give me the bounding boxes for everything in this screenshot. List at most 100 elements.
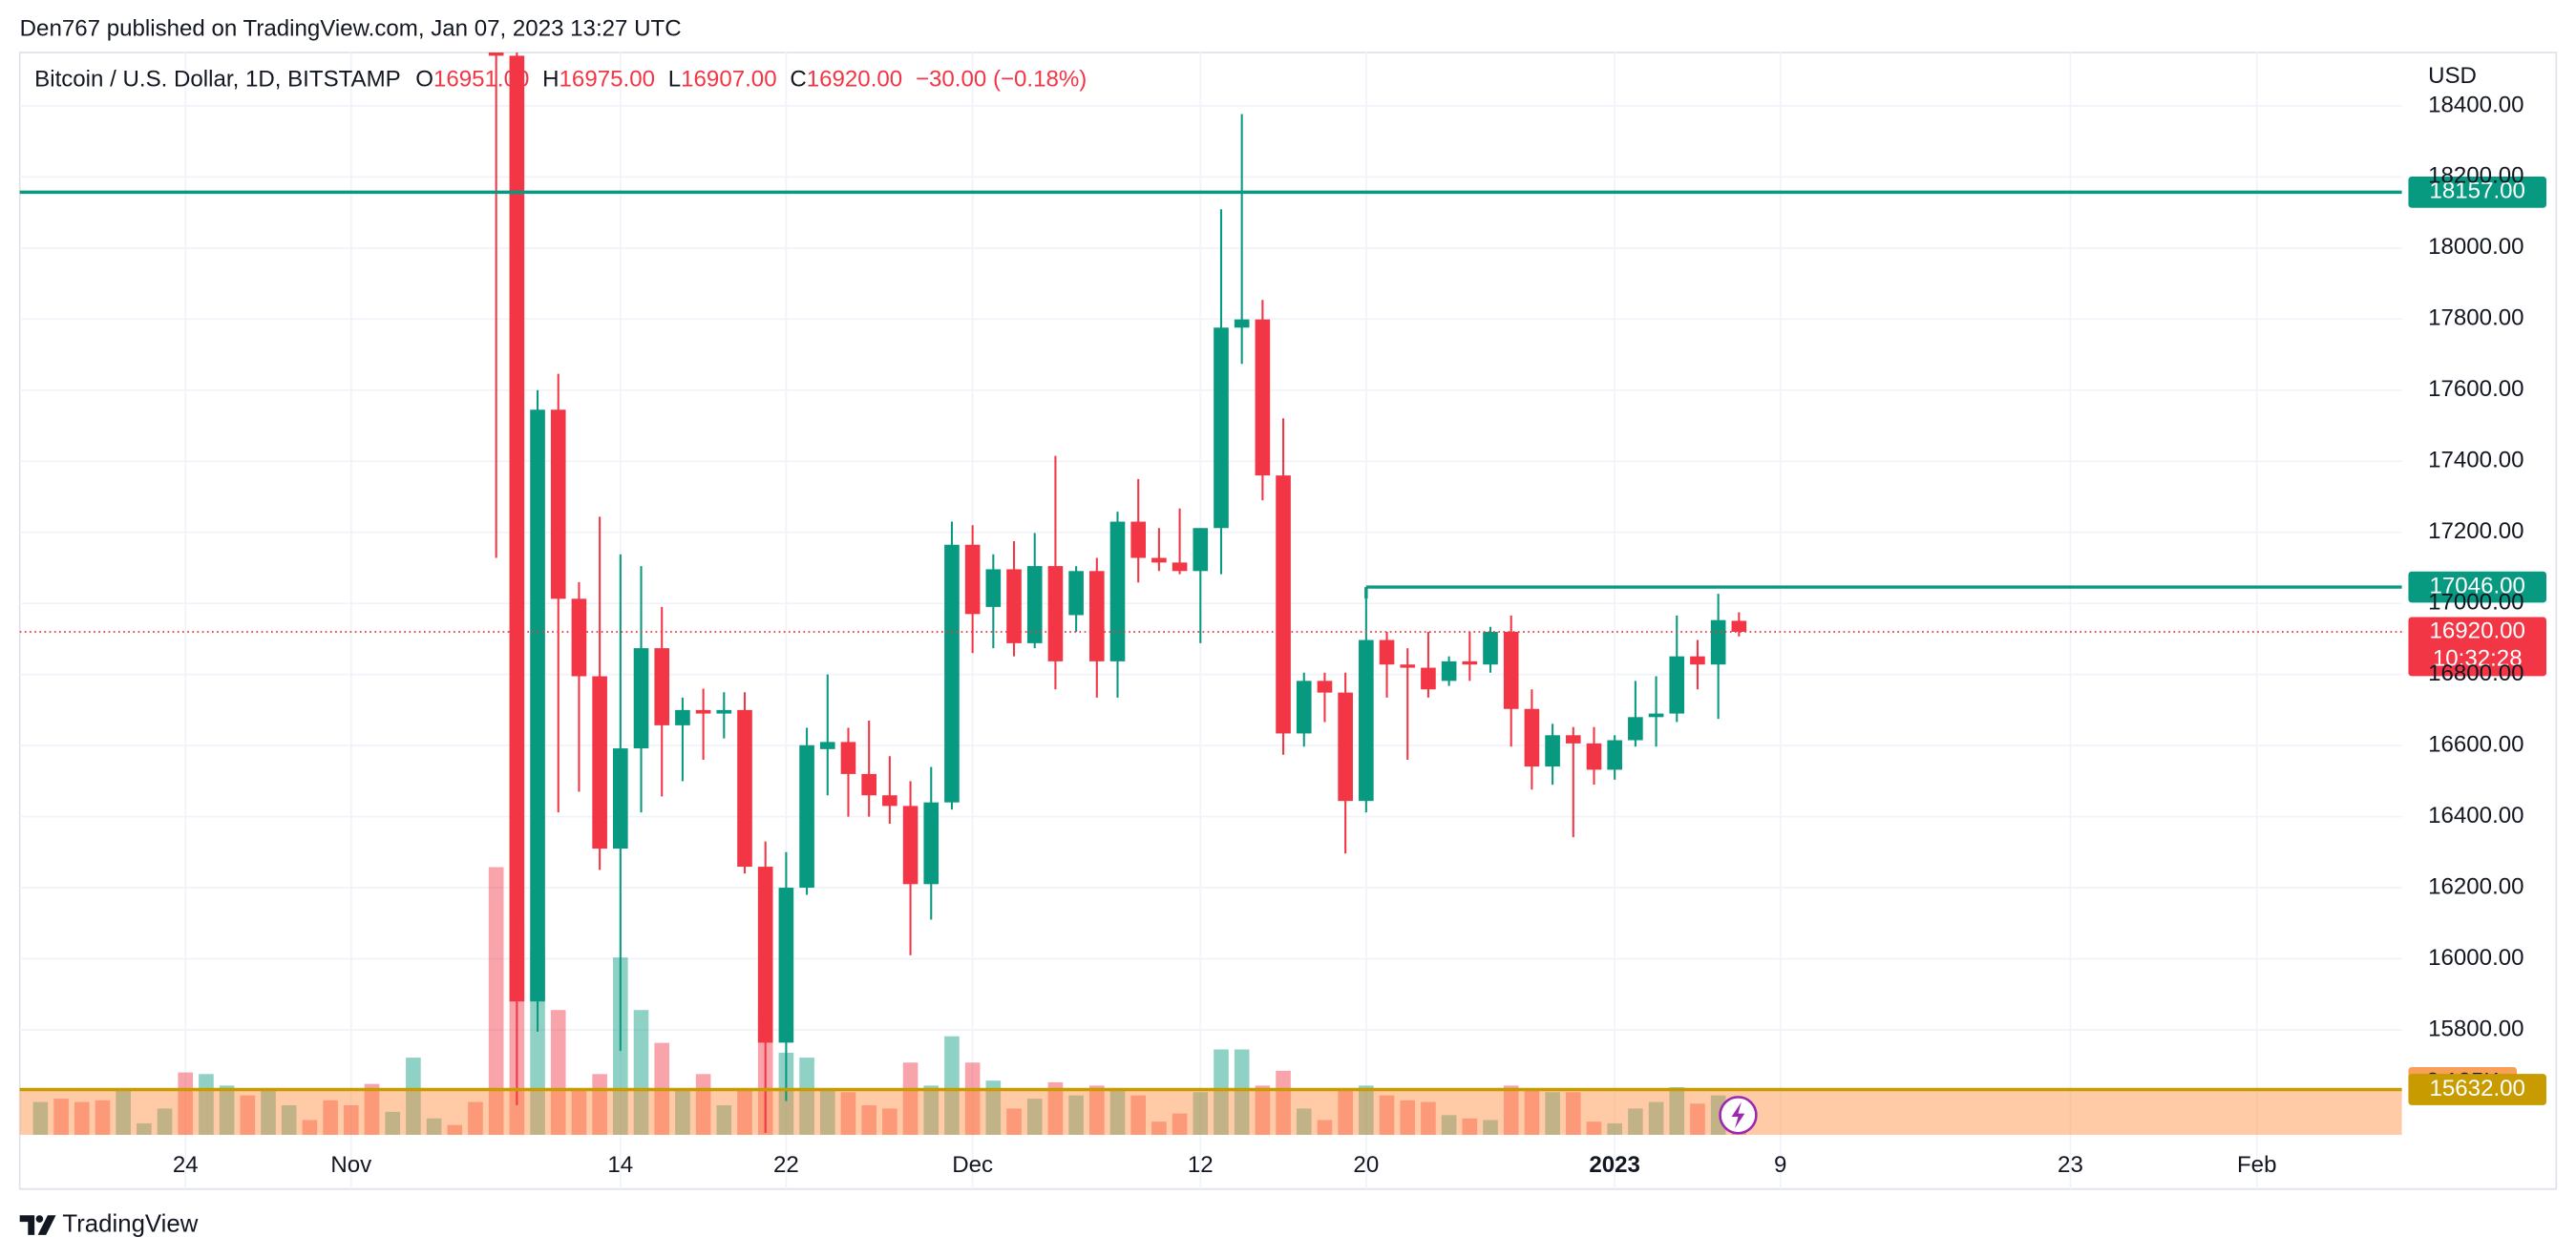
candle-body [716, 709, 732, 714]
price-label-bg [2408, 571, 2546, 603]
volume-bar [882, 1108, 897, 1135]
volume-bar [1234, 1049, 1250, 1135]
candle-body [1669, 656, 1685, 714]
candle-body [1026, 566, 1043, 643]
brand-name: TradingView [62, 1210, 198, 1237]
candle-body [571, 598, 587, 677]
volume-bar [675, 1088, 690, 1135]
y-tick-label: 16000.00 [2428, 945, 2523, 971]
candle-body [1441, 660, 1457, 681]
candle-body [1565, 735, 1581, 744]
volume-bar [1669, 1087, 1685, 1135]
volume-bar [1462, 1118, 1478, 1135]
volume-bar [1255, 1085, 1271, 1135]
candle-body [882, 795, 897, 807]
volume-bar [1565, 1092, 1581, 1135]
volume-bar [157, 1108, 173, 1135]
candle-body [1400, 664, 1416, 668]
volume-bar [74, 1101, 90, 1135]
published-by: Den767 published on TradingView.com, Jan… [20, 15, 682, 41]
volume-bar [302, 1120, 318, 1135]
countdown: 10:32:28 [2433, 646, 2523, 672]
volume-bar [923, 1085, 940, 1135]
volume-bar [343, 1104, 359, 1135]
volume-bar [861, 1104, 876, 1135]
volume-bar [364, 1083, 380, 1135]
candle-body [613, 748, 628, 849]
candle-body [530, 409, 545, 1002]
candle-body [1545, 735, 1560, 767]
candle-body [778, 888, 794, 1043]
legend-value: 16975.00 [560, 67, 655, 93]
x-tick-label: 2023 [1589, 1152, 1640, 1178]
x-tick-label: 23 [2058, 1152, 2083, 1178]
y-tick-label: 18400.00 [2428, 92, 2523, 117]
candle-body [1193, 528, 1209, 572]
candle-body [488, 52, 504, 56]
volume-bar [1379, 1095, 1395, 1135]
volume-bar [1109, 1088, 1126, 1135]
axis-labels: 15800.00 16000.00 16200.00 16400.00 16600.00… [173, 92, 2524, 1178]
candle-body [1130, 521, 1147, 558]
candle-body [757, 867, 773, 1043]
candle-body [1088, 571, 1105, 661]
candle-body [840, 742, 856, 774]
volume-bar [281, 1104, 297, 1135]
y-tick-label: 17200.00 [2428, 518, 2523, 544]
x-tick-label: 14 [607, 1152, 633, 1178]
legend-symbol: Bitcoin / U.S. Dollar, 1D, BITSTAMP [34, 67, 401, 93]
legend-key: H [542, 67, 559, 93]
y-tick-label: 16600.00 [2428, 731, 2523, 757]
x-tick-label: Feb [2237, 1152, 2277, 1178]
volume-bar [1441, 1115, 1457, 1135]
y-tick-label: 16800.00 [2428, 660, 2523, 686]
candle-body [799, 744, 814, 889]
volume-bar [95, 1100, 111, 1135]
candle-body [819, 742, 835, 749]
volume-bar [426, 1118, 442, 1135]
y-tick-label: 18200.00 [2428, 163, 2523, 189]
volume-bar [737, 1088, 752, 1135]
candle-body [550, 409, 566, 599]
candle-body [1648, 713, 1664, 718]
candle-body [1047, 566, 1064, 661]
volume-bar [447, 1124, 463, 1135]
volume-bar [1088, 1085, 1105, 1135]
volume-bar [985, 1080, 1002, 1135]
volume-bar [1317, 1120, 1333, 1135]
volume-bar [550, 1010, 566, 1135]
y-tick-label: 17000.00 [2428, 590, 2523, 616]
candle-body [944, 544, 960, 803]
legend-key: O [415, 67, 433, 93]
volume-bar [944, 1036, 960, 1135]
legend-value: 16951.00 [433, 67, 529, 93]
legend-value: 16907.00 [681, 67, 776, 93]
y-tick-label: 18000.00 [2428, 234, 2523, 260]
y-tick-label: 15800.00 [2428, 1016, 2523, 1041]
brand-logo: TradingView [19, 1210, 199, 1237]
volume-overlay [19, 1088, 2402, 1135]
candle-body [985, 569, 1002, 607]
price-label-bg [2408, 1074, 2546, 1105]
grid [19, 52, 2402, 1189]
volume-bar [1068, 1095, 1084, 1135]
x-tick-label: 9 [1774, 1152, 1786, 1178]
volume-bar [116, 1090, 131, 1135]
candle-body [1690, 656, 1705, 665]
x-tick-label: 12 [1188, 1152, 1214, 1178]
volume-bar [1586, 1122, 1602, 1135]
candle-body [1296, 681, 1312, 734]
volume-bar [1172, 1113, 1188, 1135]
price-label-bg [2408, 177, 2546, 208]
candle-body [1710, 619, 1726, 665]
volume-bar [1276, 1070, 1291, 1135]
candle-body [509, 55, 525, 1002]
candle-body [1338, 692, 1353, 802]
volume-bar [32, 1101, 49, 1135]
volume-bar [716, 1104, 732, 1135]
legend-change: −30.00 (−0.18%) [916, 67, 1087, 93]
volume-bar [799, 1058, 814, 1135]
volume-bar [1006, 1108, 1022, 1135]
legend-key: C [790, 67, 806, 93]
x-tick-label: 22 [773, 1152, 799, 1178]
